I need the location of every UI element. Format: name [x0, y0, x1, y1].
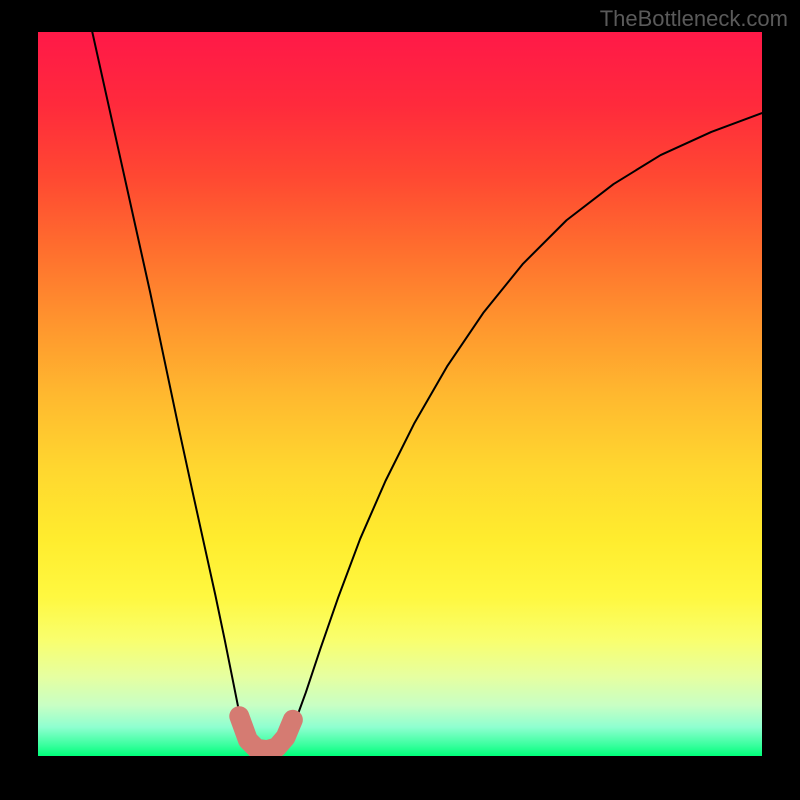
chart-svg: [38, 32, 762, 756]
plot-area: [38, 32, 762, 756]
chart-container: TheBottleneck.com: [0, 0, 800, 800]
watermark-text: TheBottleneck.com: [600, 6, 788, 32]
gradient-background: [38, 32, 762, 756]
